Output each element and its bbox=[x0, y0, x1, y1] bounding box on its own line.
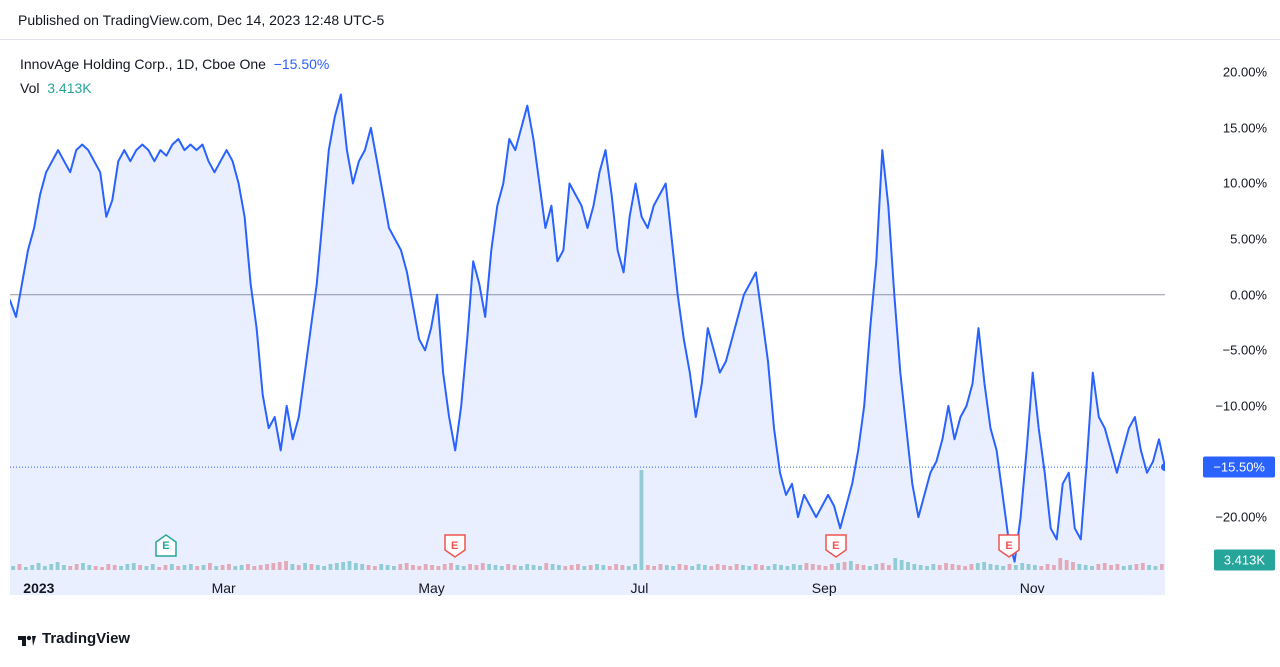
earnings-marker[interactable]: E bbox=[998, 534, 1020, 558]
y-tick: −5.00% bbox=[1223, 343, 1267, 358]
chart-area[interactable]: EEEE bbox=[10, 50, 1165, 595]
x-tick: Mar bbox=[212, 580, 236, 596]
y-tick: 0.00% bbox=[1230, 287, 1267, 302]
brand-label: TradingView bbox=[42, 630, 130, 647]
y-tick: 5.00% bbox=[1230, 232, 1267, 247]
x-tick: Nov bbox=[1020, 580, 1045, 596]
x-axis: 2023 Mar May Jul Sep Nov bbox=[10, 580, 1165, 610]
x-tick: 2023 bbox=[23, 580, 54, 596]
earnings-marker[interactable]: E bbox=[825, 534, 847, 558]
earnings-marker[interactable]: E bbox=[155, 534, 177, 558]
x-tick: Sep bbox=[812, 580, 837, 596]
x-tick: May bbox=[418, 580, 444, 596]
y-tick: 10.00% bbox=[1223, 176, 1267, 191]
y-axis: 20.00% 15.00% 10.00% 5.00% 0.00% −5.00% −10.00… bbox=[1165, 50, 1275, 595]
tv-logo-icon bbox=[18, 632, 36, 646]
publish-header: Published on TradingView.com, Dec 14, 20… bbox=[0, 0, 1280, 40]
chart-svg bbox=[10, 50, 1165, 595]
price-tag: −15.50% bbox=[1203, 457, 1275, 478]
y-tick: −20.00% bbox=[1215, 510, 1267, 525]
earnings-marker[interactable]: E bbox=[444, 534, 466, 558]
volume-tag: 3.413K bbox=[1214, 550, 1275, 571]
y-tick: 20.00% bbox=[1223, 65, 1267, 80]
tradingview-logo: TradingView bbox=[18, 630, 130, 647]
x-tick: Jul bbox=[631, 580, 649, 596]
y-tick: −10.00% bbox=[1215, 398, 1267, 413]
y-tick: 15.00% bbox=[1223, 120, 1267, 135]
publish-text: Published on TradingView.com, Dec 14, 20… bbox=[18, 12, 384, 28]
